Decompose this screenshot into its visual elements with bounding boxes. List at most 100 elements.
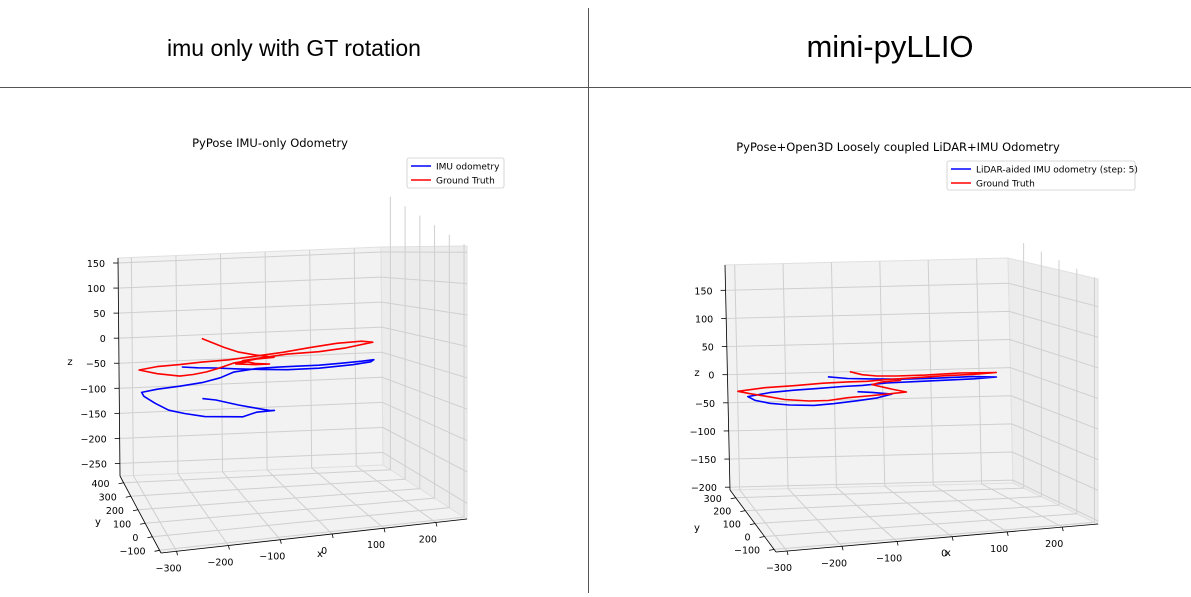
left-panel-header: imu only with GT rotation	[167, 34, 421, 61]
x-tick-label: −300	[766, 563, 792, 574]
x-gridline	[927, 259, 1008, 533]
z-gridline	[725, 282, 1099, 308]
y-tick	[154, 549, 160, 552]
z-gridline	[119, 401, 468, 442]
z-gridline	[119, 451, 468, 504]
x-tick	[786, 550, 789, 556]
x-gridline	[175, 255, 229, 546]
x-tick	[383, 528, 386, 533]
y-gridline	[774, 277, 1095, 550]
z-gridline	[118, 251, 468, 264]
z-gridline	[118, 276, 468, 289]
legend-label: IMU odometry	[436, 163, 500, 173]
y-gridline	[145, 225, 436, 524]
y-axis-label: y	[694, 523, 700, 534]
y-tick	[125, 495, 131, 498]
y-tick	[140, 522, 146, 525]
y-gridline	[735, 243, 1025, 499]
side-pane	[380, 245, 468, 520]
legend-box	[406, 157, 505, 189]
z-tick-label: −200	[691, 483, 717, 494]
z-gridline	[729, 479, 1099, 522]
x-gridline	[309, 249, 385, 529]
z-tick-label: −150	[80, 409, 106, 420]
x-gridline	[220, 253, 281, 541]
z-axis-label: z	[694, 368, 699, 379]
y-gridline	[123, 196, 391, 484]
x-tick-label: −300	[156, 563, 182, 574]
x-tick	[331, 533, 334, 539]
z-tick-label: 50	[702, 343, 714, 354]
x-gridline	[830, 262, 898, 542]
y-tick	[147, 536, 153, 539]
series-line-ground-truth	[737, 370, 998, 402]
x-tick-label: 100	[367, 540, 385, 551]
x-tick	[435, 522, 438, 527]
z-gridline	[119, 376, 468, 410]
y-tick-label: −100	[734, 545, 760, 556]
x-tick-label: 200	[1045, 539, 1063, 550]
z-tick-label: −150	[690, 455, 716, 466]
y-tick	[759, 536, 765, 538]
chart-title: PyPose IMU-only Odometry	[192, 136, 348, 150]
y-tick	[740, 510, 746, 513]
z-gridline	[728, 423, 1099, 461]
y-tick-label: 0	[132, 533, 138, 544]
x-tick-label: 0	[321, 546, 327, 557]
z-gridline	[118, 351, 468, 379]
y-gridline	[152, 234, 450, 538]
y-gridline	[130, 206, 406, 497]
z-tick-label: −50	[86, 359, 106, 370]
x-gridline	[264, 251, 333, 535]
z-tick-label: −100	[80, 384, 106, 395]
x-axis-label: x	[317, 549, 323, 560]
x-tick-label: 0	[941, 549, 947, 560]
z-tick-label: 0	[708, 371, 714, 382]
y-tick-label: 400	[91, 479, 109, 490]
series-line-odometry	[746, 375, 998, 407]
x-tick-label: −200	[821, 558, 847, 569]
x-gridline	[734, 264, 788, 552]
x-tick-label: 100	[990, 544, 1008, 555]
y-tick	[749, 523, 755, 525]
z-tick-label: −100	[690, 427, 716, 438]
x-tick	[1061, 527, 1064, 532]
x-gridline	[782, 263, 843, 547]
y-axis-line	[119, 475, 162, 554]
y-gridline	[754, 260, 1060, 525]
z-tick-label: −50	[695, 399, 715, 410]
z-axis-line	[724, 264, 731, 491]
y-tick-label: 0	[744, 533, 750, 544]
z-gridline	[726, 339, 1099, 369]
z-tick-label: 150	[87, 259, 105, 270]
x-gridline	[130, 257, 177, 552]
series-line-ground-truth	[138, 337, 374, 377]
x-axis-line	[160, 518, 468, 554]
x-tick	[1006, 531, 1009, 536]
legend-label: LiDAR-aided IMU odometry (step: 5)	[976, 166, 1138, 176]
x-gridline	[353, 248, 437, 523]
y-tick-label: 100	[723, 520, 741, 531]
z-tick-label: −250	[81, 459, 107, 470]
chart-title: PyPose+Open3D Loosely coupled LiDAR+IMU …	[736, 140, 1060, 154]
z-gridline	[729, 451, 1099, 491]
x-gridline	[879, 261, 953, 538]
y-gridline	[137, 215, 421, 511]
x-tick-label: −100	[876, 553, 902, 564]
z-axis-label: z	[67, 357, 72, 368]
z-axis-line	[117, 257, 121, 477]
panel-divider	[588, 8, 589, 593]
y-axis-line	[729, 489, 777, 553]
z-gridline	[119, 426, 468, 473]
y-tick-label: 300	[99, 492, 117, 503]
series-line-odometry	[140, 358, 375, 418]
y-tick-label: 200	[106, 506, 124, 517]
right-panel-header: mini-pyLLIO	[806, 29, 974, 64]
x-tick	[176, 551, 178, 556]
x-tick-label: −200	[207, 558, 233, 569]
x-axis-line	[775, 523, 1099, 553]
z-tick-label: 150	[694, 286, 712, 297]
x-tick	[951, 536, 954, 541]
